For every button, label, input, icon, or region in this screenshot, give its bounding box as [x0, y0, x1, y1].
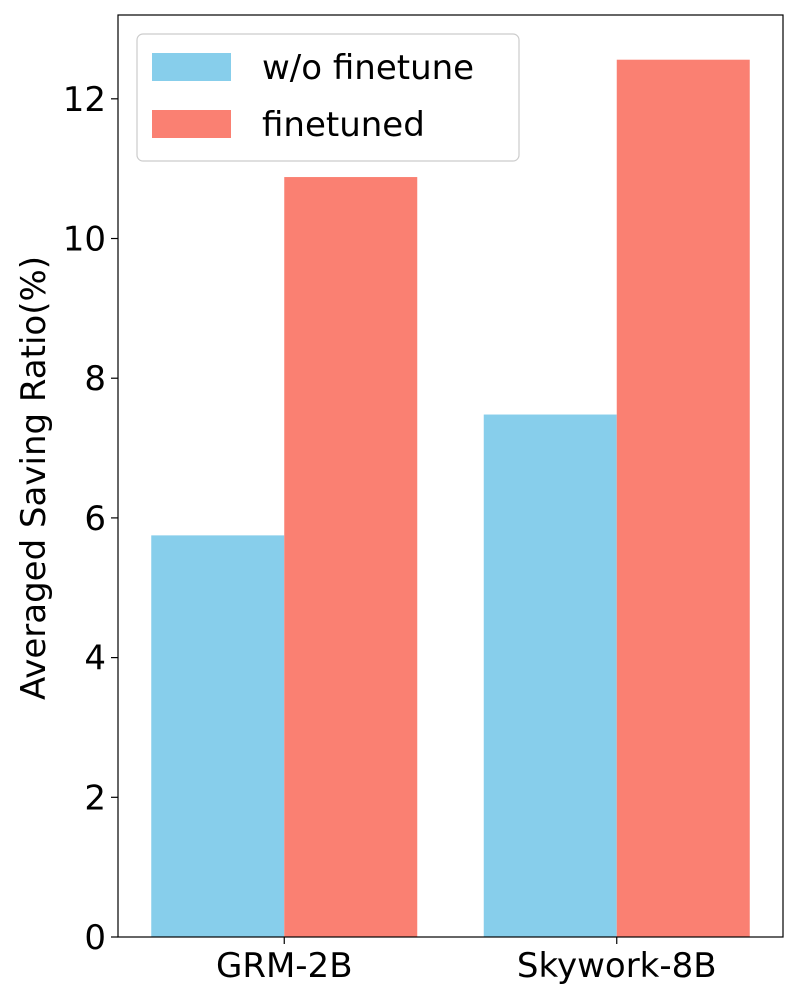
legend-box — [136, 33, 520, 162]
x-tick-label: GRM-2B — [216, 946, 353, 986]
bar-0-0 — [151, 535, 285, 937]
y-axis: 0 2 4 6 8 10 12 — [63, 80, 118, 958]
x-tick-label: Skywork-8B — [517, 946, 717, 986]
bar-1-1 — [616, 59, 750, 938]
legend-label-0: w/o finetune — [262, 48, 474, 88]
legend: w/o finetune finetuned — [136, 33, 520, 162]
bars-group — [151, 59, 750, 938]
legend-swatch-0 — [152, 53, 231, 81]
y-tick-label: 2 — [84, 778, 106, 818]
y-tick-label: 10 — [63, 220, 106, 260]
y-tick-label: 0 — [84, 918, 106, 958]
bar-1-0 — [284, 177, 418, 938]
y-axis-label: Averaged Saving Ratio(%) — [14, 256, 54, 700]
x-axis: GRM-2B Skywork-8B — [216, 937, 717, 986]
bar-0-1 — [483, 414, 617, 937]
y-tick-label: 12 — [63, 80, 106, 120]
legend-swatch-1 — [152, 110, 231, 138]
y-tick-label: 6 — [84, 499, 106, 539]
legend-label-1: finetuned — [262, 105, 425, 145]
plot-frame — [117, 14, 784, 938]
y-tick-label: 8 — [84, 359, 106, 399]
y-tick-label: 4 — [84, 639, 106, 679]
